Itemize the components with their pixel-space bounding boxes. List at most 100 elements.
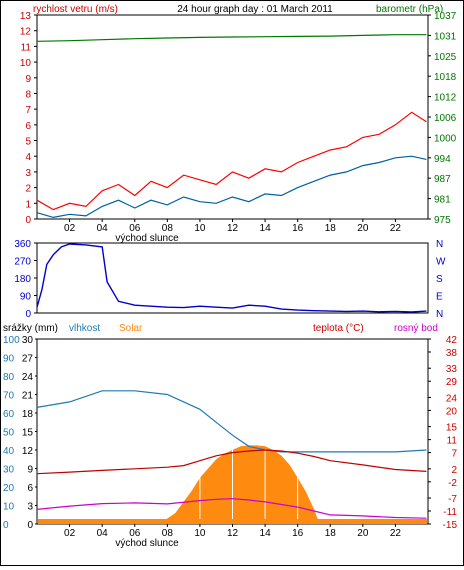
humidity-tick-label: 100: [3, 335, 20, 346]
rain-tick-label: 3: [27, 502, 33, 513]
x-tick-label-3: 06: [129, 528, 141, 539]
barometer-axis-label: barometr (hPa): [376, 4, 443, 15]
humidity-tick-label: 20: [3, 483, 15, 494]
rain-bar: [38, 519, 427, 524]
x-tick-label-1: 16: [292, 223, 304, 234]
y-tick-label-right-2: W: [436, 257, 446, 268]
rain-tick-label: 6: [27, 483, 33, 494]
humidity-tick-label: 70: [3, 391, 15, 402]
wind-barometer-chart: 0123456789101112139759819879941000100610…: [20, 11, 457, 234]
wind-speed-axis-label: rychlost vetru (m/s): [33, 4, 118, 15]
temp-tick-label: 42: [446, 335, 458, 346]
legend-dewpoint: rosný bod: [394, 323, 438, 334]
rain-tick-label: 12: [22, 446, 34, 457]
x-tick-label-1: 12: [227, 223, 239, 234]
y-tick-label-left-1: 5: [25, 137, 31, 148]
y-tick-label-right-1: 1031: [434, 31, 457, 42]
series-line-direction: [36, 243, 427, 313]
x-tick-label-3: 04: [97, 528, 109, 539]
sunrise-label-bottom: východ slunce: [115, 538, 179, 549]
x-tick-label-3: 02: [64, 528, 76, 539]
temp-tick-label: 2: [451, 465, 457, 476]
humidity-tick-label: 40: [3, 446, 15, 457]
x-tick-label-3: 08: [162, 528, 174, 539]
y-tick-label-left-2: 0: [25, 309, 31, 320]
legend-solar: Solar: [119, 323, 143, 334]
series-line-1: [36, 155, 427, 219]
y-tick-label-left-1: 11: [21, 42, 32, 53]
x-tick-label-3: 10: [194, 528, 206, 539]
humidity-line: [36, 390, 427, 453]
temp-tick-label: 24: [446, 393, 458, 404]
y-tick-label-left-1: 3: [25, 168, 31, 179]
y-tick-label-left-1: 6: [25, 121, 31, 132]
rain-tick-label: 9: [27, 465, 33, 476]
temp-tick-label: -11: [443, 507, 457, 518]
y-tick-label-left-1: 4: [25, 152, 31, 163]
legend-temperature: teplota (°C): [313, 323, 364, 334]
y-tick-label-left-2: 180: [14, 274, 31, 285]
y-tick-label-right-1: 1037: [434, 11, 457, 22]
rain-tick-label: 24: [22, 372, 34, 383]
x-tick-label-1: 10: [194, 223, 206, 234]
humidity-tick-label: 0: [3, 520, 9, 531]
temp-tick-label: -7: [448, 494, 457, 505]
rain-tick-label: 27: [22, 354, 34, 365]
y-tick-label-right-2: N: [436, 239, 443, 250]
y-tick-label-right-2: N: [436, 309, 443, 320]
x-tick-label-1: 14: [260, 223, 272, 234]
temp-tick-label: 11: [447, 436, 458, 447]
y-tick-label-right-1: 1000: [434, 133, 457, 144]
series-line-0: [36, 111, 427, 211]
plot-area-1: [36, 14, 429, 220]
y-tick-label-right-1: 1025: [434, 52, 457, 63]
rain-tick-label: 18: [22, 409, 34, 420]
rain-tick-label: 21: [22, 391, 34, 402]
x-tick-label-1: 08: [162, 223, 174, 234]
series-line-2: [36, 34, 427, 42]
x-tick-label-1: 04: [97, 223, 109, 234]
y-tick-label-right-1: 994: [434, 154, 451, 165]
temp-tick-label: 38: [446, 348, 458, 359]
sunrise-label-top: východ slunce: [115, 233, 179, 244]
dewpoint-line: [36, 498, 427, 519]
x-tick-label-1: 18: [325, 223, 337, 234]
legend-humidity: vlhkost: [69, 323, 100, 334]
y-tick-label-left-1: 2: [25, 184, 31, 195]
x-tick-label-3: 20: [357, 528, 369, 539]
temp-tick-label: 29: [446, 377, 458, 388]
humidity-tick-label: 60: [3, 409, 15, 420]
y-tick-label-left-1: 7: [25, 105, 31, 116]
y-tick-label-right-2: S: [436, 274, 443, 285]
x-tick-label-1: 06: [129, 223, 141, 234]
y-tick-label-right-1: 1006: [434, 113, 457, 124]
temp-tick-label: 33: [446, 364, 458, 375]
y-tick-label-left-2: 360: [14, 239, 31, 250]
temp-tick-label: 15: [446, 423, 458, 434]
x-tick-label-3: 22: [390, 528, 402, 539]
x-tick-label-3: 12: [227, 528, 239, 539]
legend-rain: srážky (mm): [3, 323, 58, 334]
y-tick-label-left-1: 9: [25, 74, 31, 85]
y-tick-label-left-1: 1: [25, 199, 31, 210]
humidity-tick-label: 30: [3, 465, 15, 476]
y-tick-label-right-1: 1018: [434, 72, 457, 83]
rain-tick-label: 15: [22, 428, 34, 439]
x-tick-label-3: 14: [260, 528, 272, 539]
y-tick-label-left-1: 0: [25, 215, 31, 226]
temperature-line: [36, 449, 427, 475]
x-tick-label-1: 22: [390, 223, 402, 234]
rain-tick-label: 30: [22, 335, 34, 346]
humidity-tick-label: 50: [3, 428, 15, 439]
x-tick-label-1: 02: [64, 223, 76, 234]
x-tick-label-3: 18: [325, 528, 337, 539]
humidity-tick-label: 80: [3, 372, 15, 383]
y-tick-label-right-1: 981: [434, 195, 451, 206]
y-tick-label-left-1: 12: [20, 27, 32, 38]
rain-tick-label: 0: [27, 520, 33, 531]
y-tick-label-right-2: E: [436, 292, 443, 303]
temp-tick-label: -15: [443, 520, 458, 531]
y-tick-label-left-1: 13: [20, 11, 32, 22]
